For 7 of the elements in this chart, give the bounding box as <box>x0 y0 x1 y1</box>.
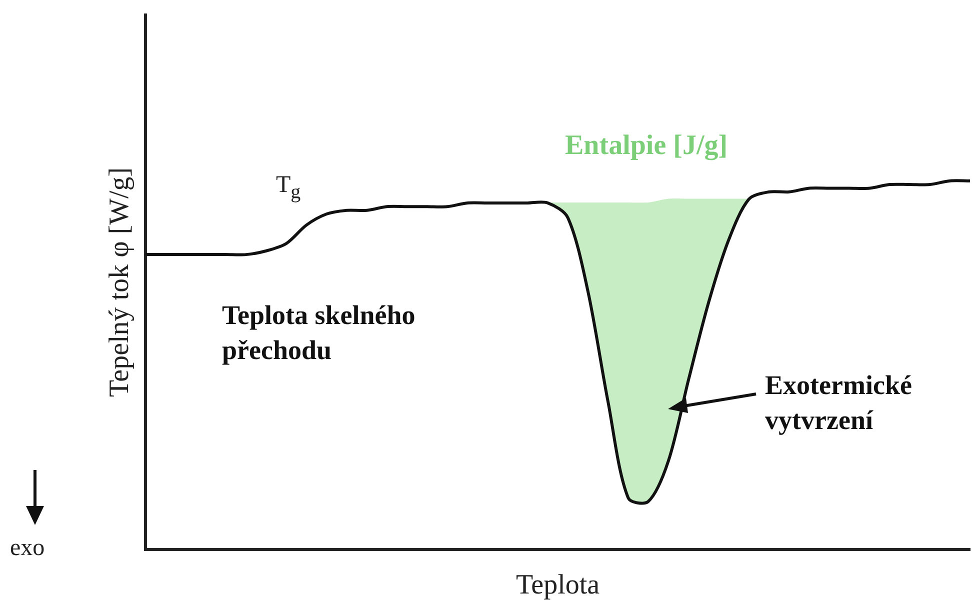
y-axis-title: Tepelný tok φ [W/g] <box>104 167 136 397</box>
text: exo <box>10 534 45 563</box>
text: Entalpie [J/g] <box>565 129 728 163</box>
annotation: Exotermické vytvrzení <box>765 369 913 438</box>
annotation: T$_{g}$ <box>276 171 301 205</box>
x-axis-title: Teplota <box>516 570 600 601</box>
annotation: Teplota skelného přechodu <box>222 299 416 368</box>
